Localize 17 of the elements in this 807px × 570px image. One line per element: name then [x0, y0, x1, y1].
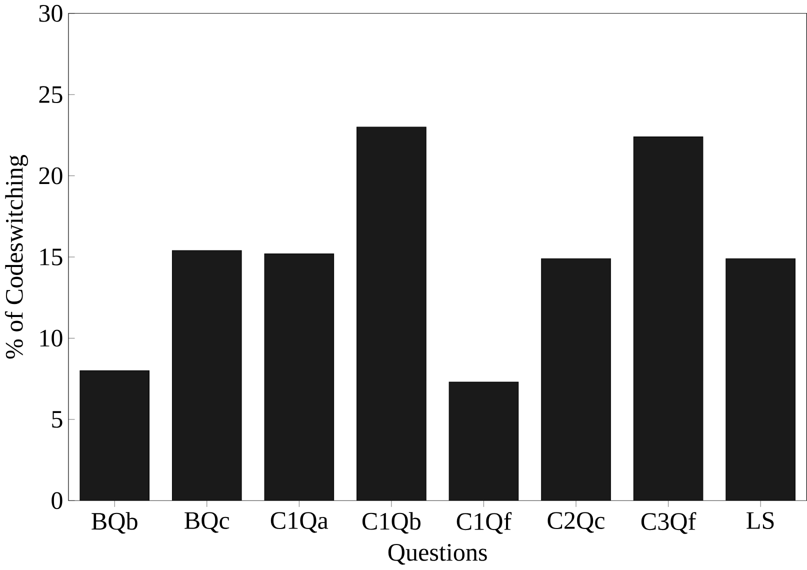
y-tick-label: 15: [40, 248, 62, 266]
x-tick-label: LS: [746, 512, 774, 530]
x-tick-label: C1Qa: [270, 512, 328, 534]
x-tick-label: BQb: [92, 512, 138, 534]
y-tick-label: 20: [39, 168, 62, 184]
y-tick-label: 5: [52, 411, 62, 428]
x-tick-label: C1Qf: [456, 512, 512, 534]
y-tick-label: 10: [40, 330, 62, 347]
y-tick-label: 25: [39, 86, 62, 104]
x-tick-label: C2Qc: [548, 512, 605, 534]
x-tick-label: C1Qb: [362, 512, 420, 534]
y-tick-label: 30: [39, 5, 62, 22]
y-axis-title: % of Codeswitching: [4, 155, 28, 359]
x-tick-label: C3Qf: [641, 512, 696, 534]
x-axis-title: Questions: [388, 544, 487, 565]
y-tick-label: 0: [52, 492, 62, 510]
x-tick-label: BQc: [184, 512, 230, 534]
